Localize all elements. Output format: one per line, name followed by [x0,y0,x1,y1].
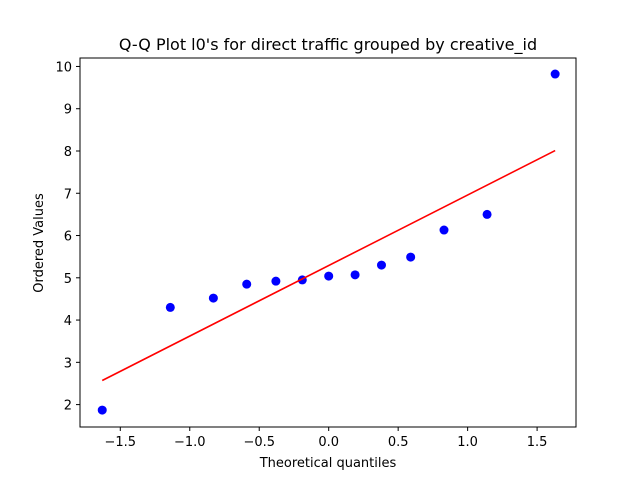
y-tick-label: 5 [64,272,72,287]
y-tick-label: 2 [64,399,72,414]
x-axis: −1.5 −1.0 −0.5 0.0 0.5 1.0 1.5 [105,427,548,450]
y-tick-label: 7 [64,187,72,202]
y-tick-label: 9 [64,103,72,118]
x-tick-label: 1.0 [457,435,478,450]
y-tick-label: 4 [64,314,72,329]
fit-line [101,149,556,382]
data-point [482,209,492,219]
data-point [550,69,560,79]
plot-marks [97,69,560,415]
x-tick-label: 0.0 [318,435,339,450]
x-tick-label: −0.5 [243,435,275,450]
data-point [324,271,334,281]
data-point [406,252,416,262]
data-point [97,405,107,415]
x-tick-label: −1.5 [105,435,137,450]
y-tick-label: 3 [64,356,72,371]
y-tick-label: 10 [55,60,72,75]
data-point [165,302,175,312]
data-point [439,225,449,235]
data-point [208,293,218,303]
y-axis-label: Ordered Values [32,193,47,293]
chart-title: Q-Q Plot l0's for direct traffic grouped… [119,35,537,55]
plot-frame [79,57,577,428]
x-tick-label: 0.5 [388,435,409,450]
data-point [242,279,252,289]
x-tick-label: 1.5 [527,435,548,450]
data-point [376,260,386,270]
y-tick-label: 8 [64,145,72,160]
y-tick-label: 6 [64,230,72,245]
x-tick-label: −1.0 [174,435,206,450]
x-axis-label: Theoretical quantiles [259,456,397,471]
data-point [271,276,281,286]
data-point [350,270,360,280]
y-axis: 2 3 4 5 6 7 8 9 10 [55,60,80,414]
